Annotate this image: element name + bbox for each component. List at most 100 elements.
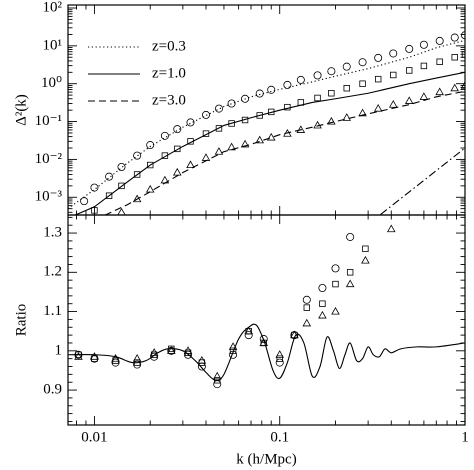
square-marker <box>118 182 125 190</box>
circle-marker <box>133 151 142 160</box>
triangle-marker <box>228 342 238 350</box>
y-tick-label: 1.2 <box>43 264 62 280</box>
square-marker <box>168 345 175 353</box>
square-marker <box>362 245 369 252</box>
triangle-marker <box>111 354 120 362</box>
triangle-marker <box>117 207 126 215</box>
circle-marker <box>201 110 210 119</box>
circle-marker <box>296 75 305 84</box>
triangle-marker <box>361 255 370 264</box>
square-marker <box>215 125 223 132</box>
y-tick-label: 1.1 <box>43 303 62 319</box>
circle-marker <box>275 358 284 367</box>
circle-marker <box>259 335 268 344</box>
circle-marker <box>111 358 120 367</box>
x-tick-label: 1 <box>461 429 469 445</box>
square-marker <box>314 94 321 102</box>
square-marker <box>174 145 181 153</box>
circle-marker <box>146 141 155 150</box>
circle-marker <box>186 118 195 127</box>
triangle-marker <box>290 330 299 339</box>
triangle-marker <box>149 348 159 356</box>
triangle-marker <box>201 153 211 161</box>
triangle-marker <box>373 103 383 112</box>
triangle-marker <box>266 132 276 141</box>
square-marker <box>133 359 141 366</box>
square-marker <box>202 130 210 137</box>
triangle-marker <box>342 113 352 121</box>
triangle-marker <box>404 96 414 104</box>
x-tick-label: 0.01 <box>81 429 107 445</box>
triangle-marker <box>74 352 83 360</box>
circle-marker <box>318 284 327 293</box>
y-tick-label: 10⁻¹ <box>35 113 62 129</box>
line-series <box>74 71 465 215</box>
plot-area <box>68 224 465 389</box>
triangle-marker <box>132 194 142 203</box>
circle-marker <box>405 44 414 53</box>
circle-marker <box>173 125 182 134</box>
y-axis-label: Ratio <box>13 304 29 337</box>
square-marker <box>374 75 382 83</box>
triangle-marker <box>345 279 355 288</box>
square-marker <box>343 85 350 92</box>
circle-marker <box>214 104 223 113</box>
circle-marker <box>74 350 83 359</box>
square-marker <box>268 108 275 116</box>
circle-marker <box>227 99 236 108</box>
y-tick-label: 1.3 <box>43 224 62 240</box>
square-marker <box>303 304 310 311</box>
legend-label: z=0.3 <box>152 38 186 54</box>
triangle-marker <box>296 125 306 133</box>
circle-marker <box>389 49 398 58</box>
square-marker <box>332 280 339 288</box>
circle-marker <box>283 80 292 89</box>
triangle-marker <box>227 142 236 151</box>
triangle-marker <box>183 346 193 354</box>
circle-marker <box>302 295 311 304</box>
square-marker <box>229 347 237 355</box>
square-marker <box>284 103 291 111</box>
square-marker <box>346 269 354 276</box>
circle-marker <box>255 89 264 98</box>
square-marker <box>451 54 458 61</box>
triangle-marker <box>186 160 195 169</box>
triangle-marker <box>160 175 170 184</box>
circle-marker <box>374 53 383 62</box>
square-marker <box>147 161 154 169</box>
triangle-marker <box>313 120 322 129</box>
circle-marker <box>244 331 253 340</box>
circle-marker <box>184 350 193 359</box>
x-axis-label: k (h/Mpc) <box>236 451 296 467</box>
circle-marker <box>313 71 322 80</box>
circle-marker <box>117 163 126 172</box>
circle-marker <box>105 172 114 181</box>
circle-marker <box>450 33 459 42</box>
triangle-marker <box>255 135 265 144</box>
plot-area <box>68 31 465 215</box>
line-series <box>68 323 465 381</box>
triangle-marker <box>145 184 155 193</box>
line-series <box>103 90 465 215</box>
legend-label: z=1.0 <box>152 65 186 81</box>
y-tick-label: 10² <box>43 0 63 15</box>
triangle-marker <box>275 350 285 358</box>
square-marker <box>406 67 413 74</box>
triangle-marker <box>331 306 340 315</box>
y-tick-label: 10¹ <box>43 37 63 53</box>
y-tick-label: 1 <box>55 342 63 358</box>
square-marker <box>319 300 326 307</box>
circle-marker <box>331 264 340 273</box>
circle-marker <box>435 36 444 45</box>
y-tick-label: 10⁰ <box>41 75 62 91</box>
circle-marker <box>346 232 355 241</box>
line-series <box>380 147 465 215</box>
triangle-marker <box>167 346 176 354</box>
square-marker <box>187 138 194 145</box>
triangle-marker <box>214 147 224 155</box>
square-marker <box>359 80 366 87</box>
circle-marker <box>267 85 276 94</box>
triangle-marker <box>259 338 269 346</box>
square-marker <box>133 171 141 178</box>
